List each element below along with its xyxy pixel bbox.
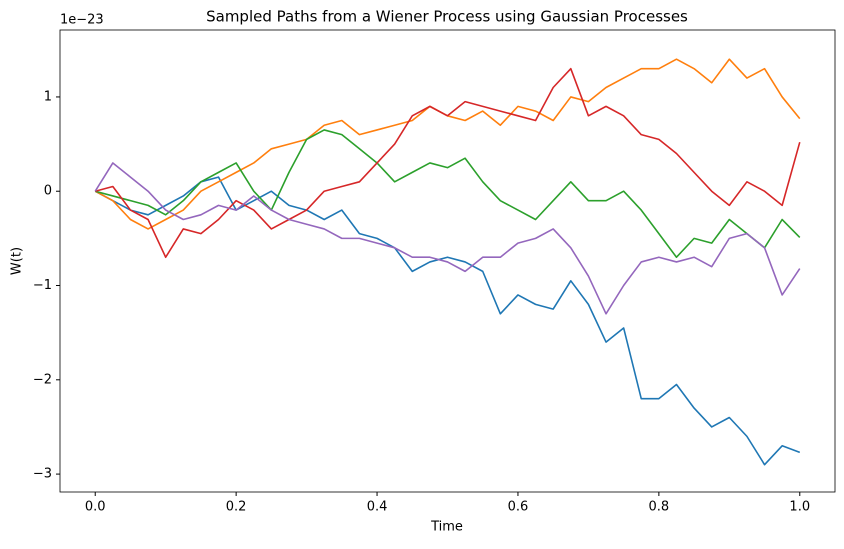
- y-offset-label: 1e−23: [60, 13, 104, 28]
- series-line: [94, 58, 801, 230]
- x-tick-label: 1.0: [789, 500, 810, 515]
- y-tick-label: 1: [44, 89, 52, 104]
- x-tick-label: 0.0: [85, 500, 106, 515]
- series-line: [94, 162, 801, 315]
- x-tick-label: 0.6: [508, 500, 529, 515]
- y-tick-label: 0: [44, 184, 52, 199]
- y-tick-label: −2: [33, 372, 52, 387]
- chart-title: Sampled Paths from a Wiener Process usin…: [206, 8, 688, 26]
- x-tick-label: 0.8: [649, 500, 670, 515]
- series-line: [95, 129, 801, 259]
- plot-frame: [59, 29, 836, 493]
- series-line: [94, 176, 801, 466]
- x-tick-label: 0.4: [367, 500, 388, 515]
- series-line: [95, 67, 801, 259]
- y-tick-label: −1: [33, 278, 52, 293]
- y-axis-label: W(t): [10, 247, 25, 275]
- x-axis-label: Time: [430, 520, 463, 535]
- x-tick-label: 0.2: [226, 500, 247, 515]
- y-tick-label: −3: [33, 467, 52, 482]
